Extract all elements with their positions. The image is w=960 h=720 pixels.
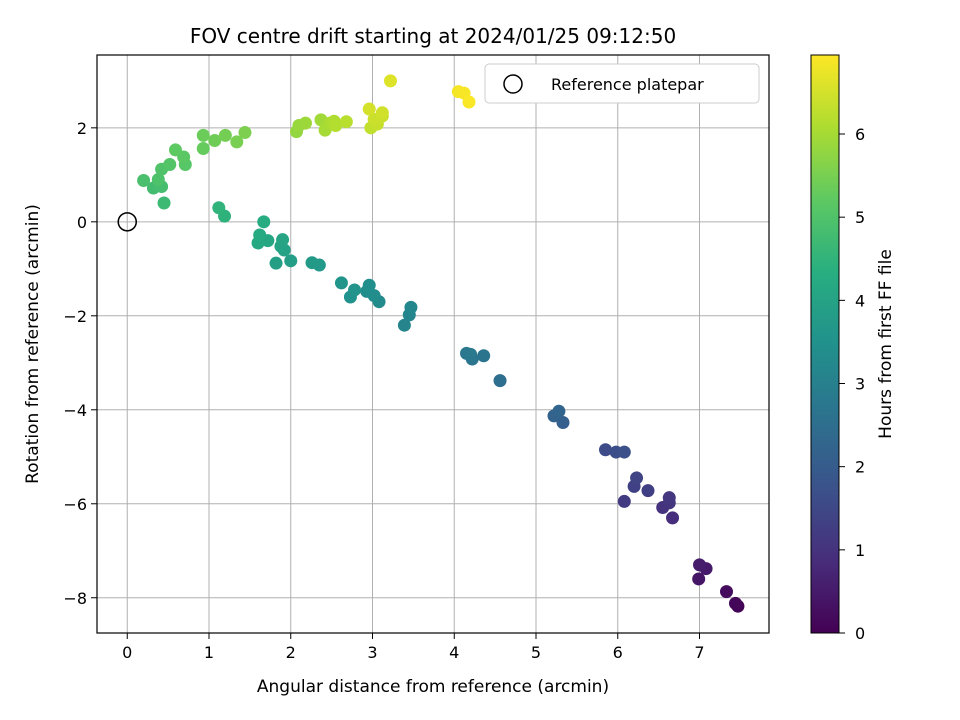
data-point — [238, 126, 252, 140]
data-point — [462, 95, 476, 109]
data-point — [329, 118, 343, 132]
y-tick-label: −2 — [63, 307, 87, 326]
x-tick-label: 1 — [204, 643, 214, 662]
plot-frame — [96, 54, 770, 634]
data-points — [137, 74, 745, 613]
colorbar-tick-label: 3 — [855, 375, 865, 394]
data-point — [362, 278, 376, 292]
legend-box — [484, 63, 760, 104]
grid-lines — [97, 55, 769, 633]
data-point — [617, 494, 631, 508]
x-tick-label: 6 — [613, 643, 623, 662]
x-axis-label: Angular distance from reference (arcmin) — [257, 677, 609, 697]
data-point — [269, 256, 283, 270]
data-point — [339, 115, 353, 129]
data-point — [284, 254, 298, 268]
data-point — [196, 142, 210, 156]
legend-label: Reference platepar — [551, 75, 704, 94]
data-point — [464, 347, 478, 361]
reference-marker — [117, 212, 137, 232]
data-point — [208, 134, 222, 148]
data-point — [348, 283, 362, 297]
colorbar-frame — [810, 54, 840, 634]
colorbar-tick-label: 5 — [855, 208, 865, 227]
data-point — [666, 511, 680, 525]
data-point — [477, 349, 491, 363]
y-tick-label: −6 — [63, 495, 87, 514]
data-point — [276, 233, 290, 247]
data-point — [630, 471, 644, 485]
colorbar-tick-label: 1 — [855, 541, 865, 560]
x-tick-label: 2 — [286, 643, 296, 662]
colorbar-tick-label: 4 — [855, 291, 865, 310]
x-axis-ticks: 0 1 2 3 4 5 6 7 — [122, 633, 705, 662]
data-point — [404, 300, 418, 314]
data-point — [617, 445, 631, 459]
y-tick-label: 2 — [77, 119, 87, 138]
data-point — [719, 585, 733, 599]
legend-marker — [503, 74, 523, 94]
colorbar: 0 1 2 3 4 5 6 Hours from first FF file — [810, 54, 896, 643]
colorbar-label: Hours from first FF file — [876, 249, 896, 439]
data-point — [157, 196, 171, 210]
legend: Reference platepar — [484, 63, 760, 104]
data-point — [212, 201, 226, 215]
data-point — [692, 572, 706, 586]
data-point — [298, 116, 312, 130]
data-point — [163, 157, 177, 171]
y-axis-label: Rotation from reference (arcmin) — [23, 204, 43, 484]
data-point — [383, 74, 397, 88]
colorbar-tick-label: 0 — [855, 624, 865, 643]
data-point — [151, 173, 165, 187]
data-point — [305, 256, 319, 270]
colorbar-gradient — [811, 55, 839, 633]
y-axis-ticks: −8 −6 −4 −2 0 2 — [63, 119, 97, 608]
x-tick-label: 0 — [122, 643, 132, 662]
x-tick-label: 5 — [531, 643, 541, 662]
y-tick-label: −8 — [63, 589, 87, 608]
data-point — [375, 106, 389, 120]
data-point — [728, 596, 742, 610]
data-point — [253, 228, 267, 242]
colorbar-tick-label: 6 — [855, 125, 865, 144]
data-point — [556, 415, 570, 429]
y-tick-label: 0 — [77, 213, 87, 232]
data-point — [334, 276, 348, 290]
data-point — [137, 173, 151, 187]
x-tick-label: 3 — [367, 643, 377, 662]
data-point — [693, 558, 707, 572]
data-point — [168, 143, 182, 157]
data-point — [397, 318, 411, 332]
data-point — [196, 128, 210, 142]
data-point — [662, 491, 676, 505]
data-point — [598, 443, 612, 457]
chart-title: FOV centre drift starting at 2024/01/25 … — [190, 24, 676, 48]
colorbar-tick-label: 2 — [855, 458, 865, 477]
data-point — [218, 128, 232, 142]
x-tick-label: 7 — [694, 643, 704, 662]
data-point — [493, 374, 507, 388]
data-point — [362, 102, 376, 116]
data-point — [552, 404, 566, 418]
colorbar-ticks: 0 1 2 3 4 5 6 — [839, 125, 865, 643]
data-point — [230, 135, 244, 149]
y-tick-label: −4 — [63, 401, 87, 420]
x-tick-label: 4 — [449, 643, 459, 662]
data-point — [641, 484, 655, 498]
data-point — [257, 215, 271, 229]
